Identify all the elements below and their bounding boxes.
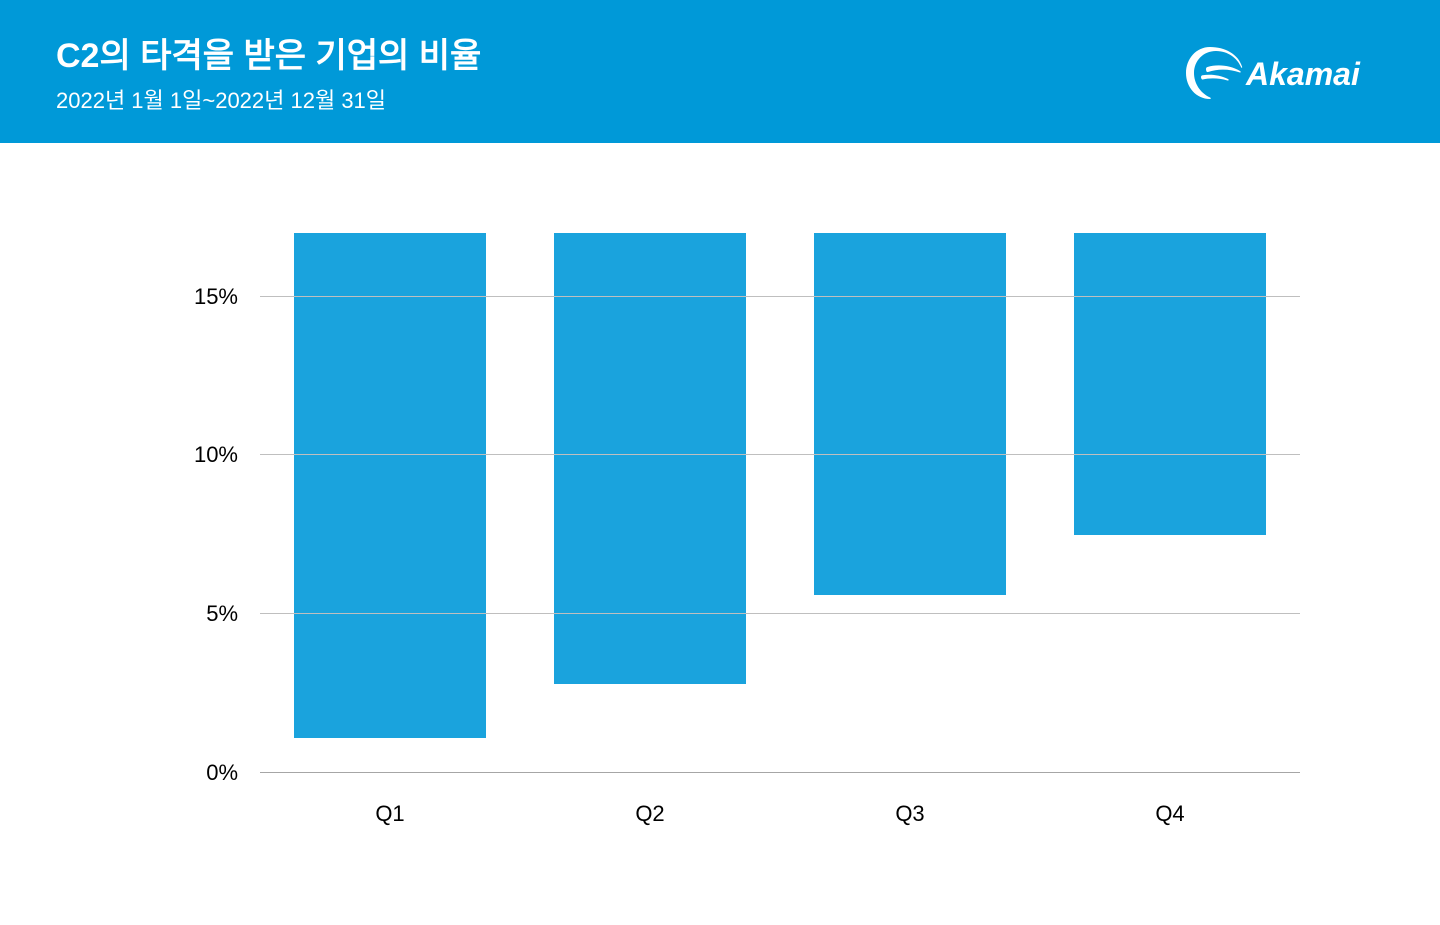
- akamai-logo-icon: Akamai: [1184, 43, 1384, 101]
- y-axis-label: 10%: [194, 442, 260, 468]
- x-axis-label: Q4: [1155, 773, 1184, 827]
- plot-region: Q1Q2Q3Q4 0%5%10%15%: [260, 233, 1300, 773]
- bar-slot: Q2: [520, 233, 780, 773]
- bar: [1074, 233, 1266, 535]
- bars-container: Q1Q2Q3Q4: [260, 233, 1300, 773]
- logo-text: Akamai: [1245, 56, 1361, 92]
- chart-header: C2의 타격을 받은 기업의 비율 2022년 1월 1일~2022년 12월 …: [0, 0, 1440, 143]
- y-axis-label: 0%: [206, 760, 260, 786]
- gridline: [260, 454, 1300, 455]
- y-axis-label: 15%: [194, 284, 260, 310]
- bar-slot: Q3: [780, 233, 1040, 773]
- bar-slot: Q1: [260, 233, 520, 773]
- bar: [294, 233, 486, 738]
- header-text-block: C2의 타격을 받은 기업의 비율 2022년 1월 1일~2022년 12월 …: [56, 28, 481, 115]
- x-axis-label: Q1: [375, 773, 404, 827]
- y-axis-label: 5%: [206, 601, 260, 627]
- chart-area: Q1Q2Q3Q4 0%5%10%15%: [140, 233, 1300, 773]
- chart-title: C2의 타격을 받은 기업의 비율: [56, 28, 481, 77]
- gridline: [260, 613, 1300, 614]
- bar: [554, 233, 746, 684]
- akamai-logo: Akamai: [1184, 43, 1384, 101]
- gridline: [260, 296, 1300, 297]
- x-axis-baseline: [260, 772, 1300, 773]
- chart-subtitle: 2022년 1월 1일~2022년 12월 31일: [56, 83, 481, 115]
- x-axis-label: Q3: [895, 773, 924, 827]
- x-axis-label: Q2: [635, 773, 664, 827]
- bar-slot: Q4: [1040, 233, 1300, 773]
- bar: [814, 233, 1006, 595]
